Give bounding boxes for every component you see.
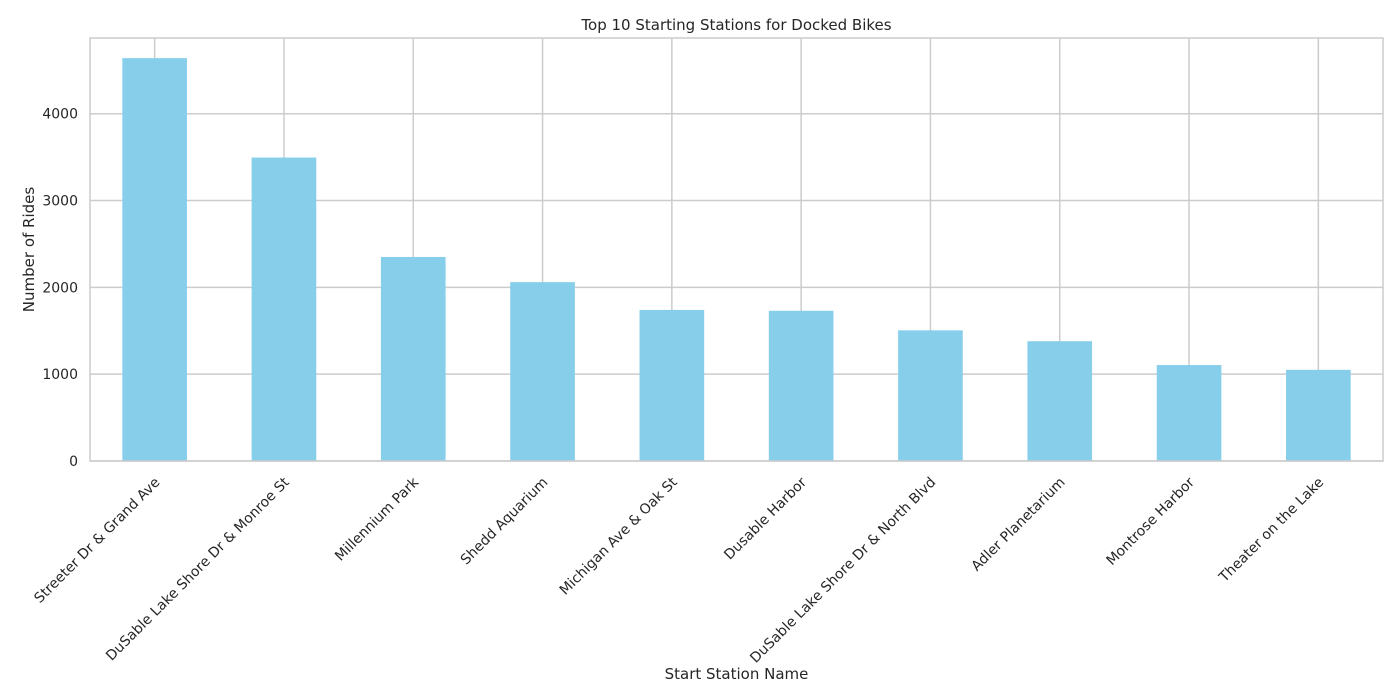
y-tick-label: 4000: [42, 107, 78, 123]
chart-title: Top 10 Starting Stations for Docked Bike…: [580, 16, 891, 34]
bar: [251, 157, 317, 461]
bar: [1286, 369, 1351, 461]
y-tick-labels: 0 1000 2000 3000 4000: [42, 107, 78, 470]
y-tick-label: 1000: [42, 367, 78, 383]
bar: [380, 256, 446, 461]
x-axis-label: Start Station Name: [665, 665, 809, 683]
bars: [122, 58, 1351, 462]
y-tick-label: 3000: [42, 194, 78, 210]
bar: [639, 309, 705, 461]
y-tick-label: 2000: [42, 280, 78, 296]
bar: [122, 58, 187, 462]
bar: [510, 282, 575, 461]
bar: [768, 310, 834, 461]
y-tick-label: 0: [69, 454, 78, 470]
y-axis-label: Number of Rides: [20, 187, 38, 313]
bar: [898, 330, 963, 461]
plot-frame: [89, 37, 1384, 462]
bar: [1156, 365, 1222, 461]
bar: [1027, 341, 1093, 461]
